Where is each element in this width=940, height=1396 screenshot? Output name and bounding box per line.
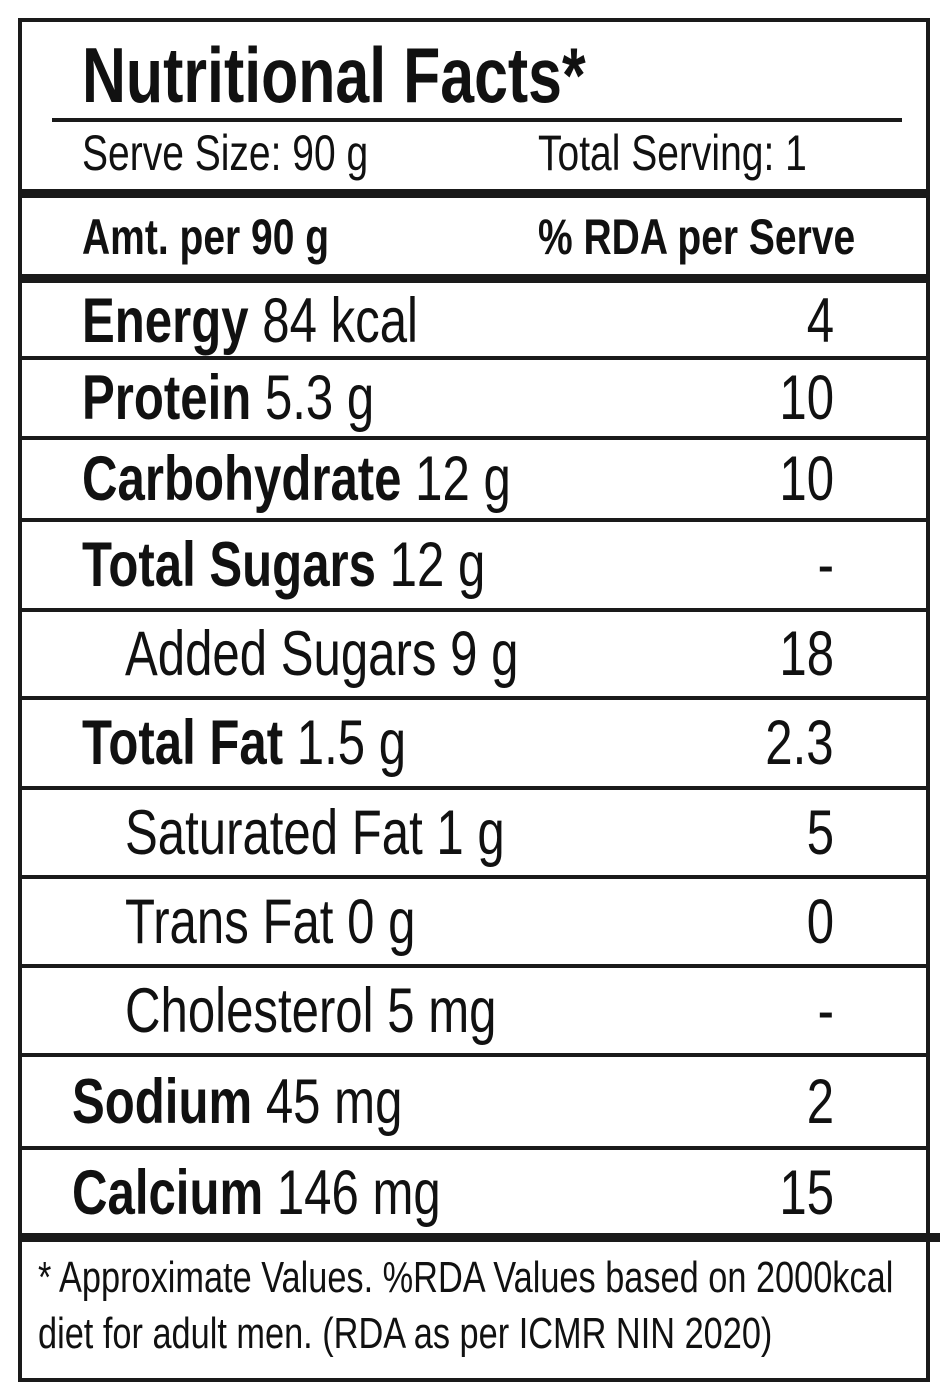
nutrient-name: Saturated Fat: [125, 797, 423, 868]
nutrient-row: Calcium 146 mg 15: [22, 1148, 926, 1237]
nutrient-name: Total Fat: [82, 708, 284, 778]
amount-header: Amt. per 90 g: [82, 208, 399, 266]
rda-value-text: 10: [779, 444, 834, 514]
divider: [18, 189, 930, 198]
footnote-line: * Approximate Values. %RDA Values based …: [38, 1253, 894, 1302]
nutrient-label: Protein 5.3 g: [82, 362, 457, 434]
nutrient-amount: 12 g: [389, 530, 486, 600]
nutrient-label: Energy 84 kcal: [82, 285, 513, 357]
rda-value-text: 18: [779, 619, 834, 689]
row-divider: [18, 1146, 930, 1150]
label-title: Nutritional Facts*: [82, 30, 728, 121]
nutrient-name: Calcium: [72, 1157, 264, 1228]
nutrient-row: Total Fat 1.5 g 2.3: [22, 698, 926, 788]
nutrient-label: Trans Fat 0 g: [125, 886, 497, 958]
rda-value-text: -: [817, 975, 834, 1046]
rda-header: % RDA per Serve: [538, 208, 940, 266]
nutrient-row: Energy 84 kcal 4: [22, 283, 926, 358]
nutrient-row: Carbohydrate 12 g 10: [22, 438, 926, 520]
nutrient-label: Added Sugars 9 g: [125, 618, 629, 690]
nutrient-name: Energy: [82, 285, 249, 356]
nutrient-label: Sodium 45 mg: [72, 1066, 496, 1138]
nutrient-name: Sodium: [72, 1066, 253, 1137]
total-serving: Total Serving: 1: [538, 124, 883, 182]
nutrient-amount: 9 g: [450, 619, 519, 689]
rda-value: 2: [799, 1066, 834, 1138]
rda-header-text: % RDA per Serve: [538, 209, 856, 265]
rda-value-text: -: [817, 530, 834, 600]
nutrient-row: Sodium 45 mg 2: [22, 1055, 926, 1148]
rda-value-text: 10: [779, 363, 834, 433]
nutrient-name: Cholesterol: [125, 975, 374, 1046]
nutrition-label: [18, 18, 930, 1382]
rda-value-text: 2: [806, 1066, 834, 1137]
divider: [18, 1233, 940, 1242]
rda-value-text: 15: [779, 1157, 834, 1228]
nutrient-label: Total Fat 1.5 g: [82, 707, 497, 779]
rda-value: 2.3: [746, 707, 834, 779]
nutrient-row: Total Sugars 12 g -: [22, 520, 926, 610]
rda-value: 18: [764, 618, 834, 690]
footnote: * Approximate Values. %RDA Values based …: [38, 1250, 940, 1362]
serve-size: Serve Size: 90 g: [82, 124, 449, 182]
nutrient-row: Added Sugars 9 g 18: [22, 610, 926, 698]
row-divider: [18, 518, 930, 522]
nutrient-amount: 5.3 g: [264, 363, 375, 433]
nutrient-amount: 5 mg: [387, 975, 497, 1046]
rda-value: 10: [764, 443, 834, 515]
nutrient-row: Saturated Fat 1 g 5: [22, 788, 926, 877]
row-divider: [18, 875, 930, 879]
nutrient-row: Cholesterol 5 mg -: [22, 966, 926, 1055]
row-divider: [18, 356, 930, 360]
rda-value-text: 4: [806, 285, 834, 356]
row-divider: [18, 608, 930, 612]
row-divider: [18, 436, 930, 440]
nutrient-label: Carbohydrate 12 g: [82, 443, 632, 515]
rda-value: 4: [799, 285, 834, 357]
rda-value: 5: [799, 797, 834, 869]
rda-value: -: [813, 975, 834, 1047]
rda-value: 15: [764, 1157, 834, 1229]
nutrient-amount: 84 kcal: [262, 285, 418, 356]
rda-value-text: 0: [806, 886, 834, 957]
nutrient-label: Cholesterol 5 mg: [125, 975, 601, 1047]
nutrient-amount: 1.5 g: [296, 708, 407, 778]
rda-value: 10: [764, 362, 834, 434]
amount-header-text: Amt. per 90 g: [82, 209, 330, 265]
nutrient-name: Added Sugars: [125, 619, 437, 689]
title-rule: [52, 118, 902, 122]
nutrient-amount: 1 g: [436, 797, 505, 868]
row-divider: [18, 964, 930, 968]
nutrient-amount: 12 g: [415, 444, 511, 514]
nutrient-label: Calcium 146 mg: [72, 1157, 545, 1229]
total-serving-text: Total Serving: 1: [538, 125, 807, 181]
nutrient-name: Trans Fat: [125, 886, 334, 957]
nutrient-row: Protein 5.3 g 10: [22, 358, 926, 438]
row-divider: [18, 1053, 930, 1057]
rda-value-text: 5: [806, 797, 834, 868]
nutrient-amount: 45 mg: [265, 1066, 403, 1137]
nutrient-name: Protein: [82, 363, 252, 433]
divider: [18, 274, 930, 283]
nutrient-amount: 0 g: [347, 886, 416, 957]
rda-value: 0: [799, 886, 834, 958]
row-divider: [18, 696, 930, 700]
row-divider: [18, 786, 930, 790]
footnote-line: diet for adult men. (RDA as per ICMR NIN…: [38, 1309, 773, 1358]
title-text: Nutritional Facts*: [82, 31, 586, 119]
nutrient-row: Trans Fat 0 g 0: [22, 877, 926, 966]
nutrient-label: Total Sugars 12 g: [82, 529, 599, 601]
serve-size-text: Serve Size: 90 g: [82, 125, 369, 181]
nutrient-name: Carbohydrate: [82, 444, 402, 514]
rda-value: -: [813, 529, 834, 601]
nutrient-label: Saturated Fat 1 g: [125, 797, 612, 869]
rda-value-text: 2.3: [765, 708, 834, 778]
nutrient-name: Total Sugars: [82, 530, 376, 600]
nutrient-amount: 146 mg: [276, 1157, 441, 1228]
